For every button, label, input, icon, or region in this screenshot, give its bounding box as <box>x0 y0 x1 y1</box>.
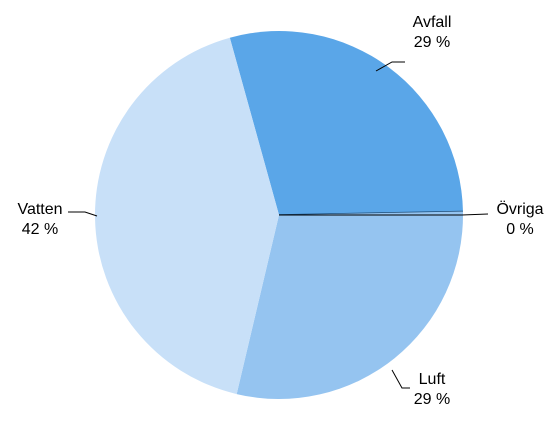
pie-slice-vatten <box>95 37 280 395</box>
leader-line-luft <box>391 369 410 389</box>
slice-name-label: Avfall <box>413 14 452 31</box>
slice-value-label: 42 % <box>22 221 58 238</box>
slice-value-label: 0 % <box>506 221 534 238</box>
slice-value-label: 29 % <box>414 391 450 408</box>
slice-name-label: Luft <box>419 371 446 388</box>
data-label-vatten: Vatten 42 % <box>17 201 98 238</box>
leader-line-övriga <box>279 213 489 216</box>
slice-name-label: Övriga <box>496 200 543 218</box>
leader-line-vatten <box>68 211 98 217</box>
slice-name-label: Vatten <box>17 201 62 218</box>
data-label-luft: Luft 29 % <box>391 369 450 408</box>
data-label-avfall: Avfall 29 % <box>375 14 452 72</box>
leader-line-avfall <box>375 61 405 72</box>
slice-value-label: 29 % <box>414 34 450 51</box>
pie-slices <box>95 30 463 399</box>
data-label-övriga: Övriga 0 % <box>279 200 544 238</box>
pie-slice-luft <box>236 211 463 399</box>
pie-slice-avfall <box>229 30 463 215</box>
